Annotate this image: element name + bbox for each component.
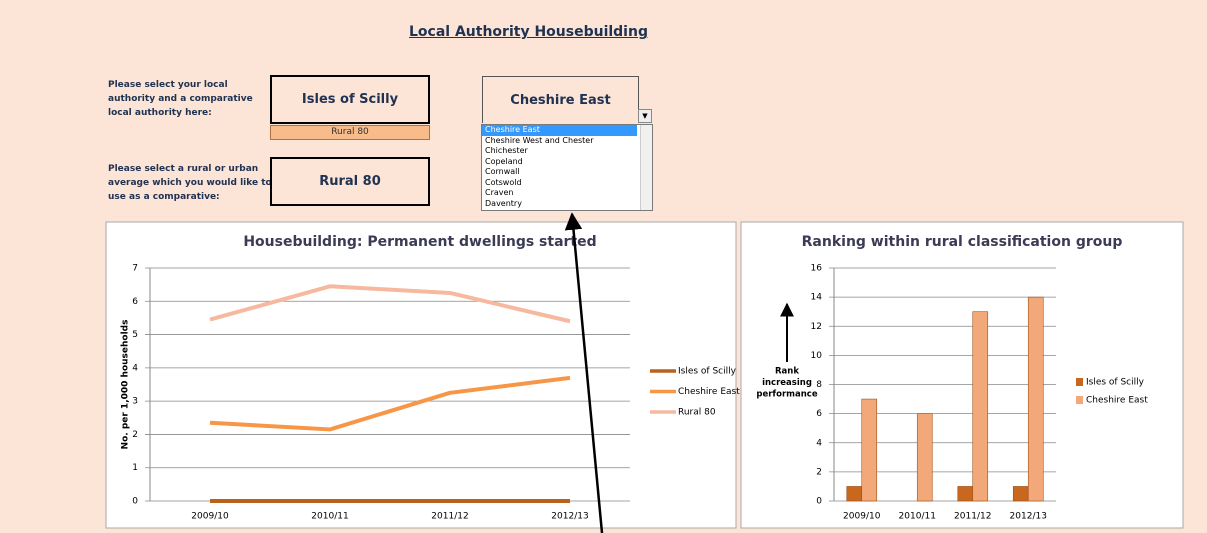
dropdown-item[interactable]: Chichester	[485, 146, 528, 155]
comparator-combo[interactable]: Cheshire East	[482, 76, 639, 123]
y-tick-label: 5	[132, 330, 138, 340]
dropdown-list: Cheshire East Cheshire West and Chester Ch…	[481, 124, 653, 211]
legend-label: Cheshire East	[1086, 396, 1148, 406]
x-tick-label: 2012/13	[551, 512, 588, 522]
page-title: Local Authority Housebuilding	[409, 24, 648, 40]
x-tick-label: 2009/10	[843, 512, 881, 522]
legend-swatch	[1076, 396, 1083, 404]
x-tick-label: 2012/13	[1010, 512, 1047, 522]
class-label: Rural 80	[270, 125, 430, 140]
dropdown-item[interactable]: Cotswold	[485, 177, 522, 187]
x-tick-label: 2009/10	[191, 512, 229, 522]
y-tick-label: 2	[816, 467, 822, 477]
legend-label: Isles of Scilly	[678, 367, 737, 377]
legend-label: Rural 80	[678, 408, 716, 418]
average-box[interactable]: Rural 80	[270, 157, 430, 206]
legend-label: Cheshire East	[678, 387, 740, 397]
y-tick-label: 6	[132, 297, 138, 307]
annotation: performance	[756, 390, 817, 400]
y-tick-label: 14	[811, 293, 823, 303]
x-tick-label: 2010/11	[899, 512, 936, 522]
y-tick-label: 0	[816, 497, 822, 507]
dropdown-item[interactable]: Cornwall	[485, 167, 520, 176]
series-line	[209, 284, 571, 324]
bar	[846, 486, 863, 502]
dropdown-item[interactable]: Craven	[485, 188, 514, 197]
dropdown-button[interactable]: ▼	[638, 109, 652, 123]
x-tick-label: 2011/12	[954, 512, 991, 522]
y-tick-label: 3	[132, 397, 138, 407]
y-tick-label: 10	[811, 351, 823, 361]
bar	[1027, 296, 1044, 502]
prompt: Please select a rural or urban average w…	[108, 164, 272, 202]
y-tick-label: 0	[132, 497, 138, 507]
legend-swatch	[1076, 378, 1083, 386]
y-tick-label: 1	[132, 463, 138, 473]
chart-frame	[740, 221, 1184, 529]
chart-title: Housebuilding: Permanent dwellings start…	[243, 234, 596, 250]
annotation: Rank	[775, 367, 799, 377]
y-tick-label: 16	[811, 264, 823, 274]
bar	[972, 311, 989, 502]
annotation: increasing	[762, 378, 812, 388]
series-line	[209, 375, 571, 432]
bar	[861, 398, 878, 502]
y-tick-label: 8	[816, 380, 822, 390]
authority-box[interactable]: Isles of Scilly	[270, 75, 430, 124]
x-tick-label: 2010/11	[311, 512, 348, 522]
y-tick-label: 7	[132, 264, 138, 274]
chart-title: Ranking within rural classification grou…	[802, 234, 1123, 250]
dropdown-item[interactable]: Daventry	[485, 198, 522, 208]
bar	[1012, 486, 1029, 502]
legend-label: Isles of Scilly	[1086, 378, 1145, 388]
x-tick-label: 2011/12	[431, 512, 468, 522]
bar	[957, 486, 974, 502]
dropdown-item[interactable]: Cheshire West and Chester	[485, 135, 594, 145]
chart-frame	[105, 221, 737, 529]
dropdown-item[interactable]: Copeland	[485, 156, 523, 166]
y-tick-label: 6	[816, 409, 822, 419]
prompt: Please select your local authority and a…	[108, 80, 253, 118]
bar	[916, 413, 933, 502]
y-tick-label: 2	[132, 430, 138, 440]
y-tick-label: 4	[132, 363, 138, 373]
y-tick-label: 4	[816, 438, 822, 448]
dropdown-item[interactable]: Cheshire East	[482, 125, 637, 136]
scrollbar[interactable]	[640, 125, 652, 210]
y-axis-label: No. per 1,000 households	[121, 320, 131, 450]
y-tick-label: 12	[811, 322, 822, 332]
